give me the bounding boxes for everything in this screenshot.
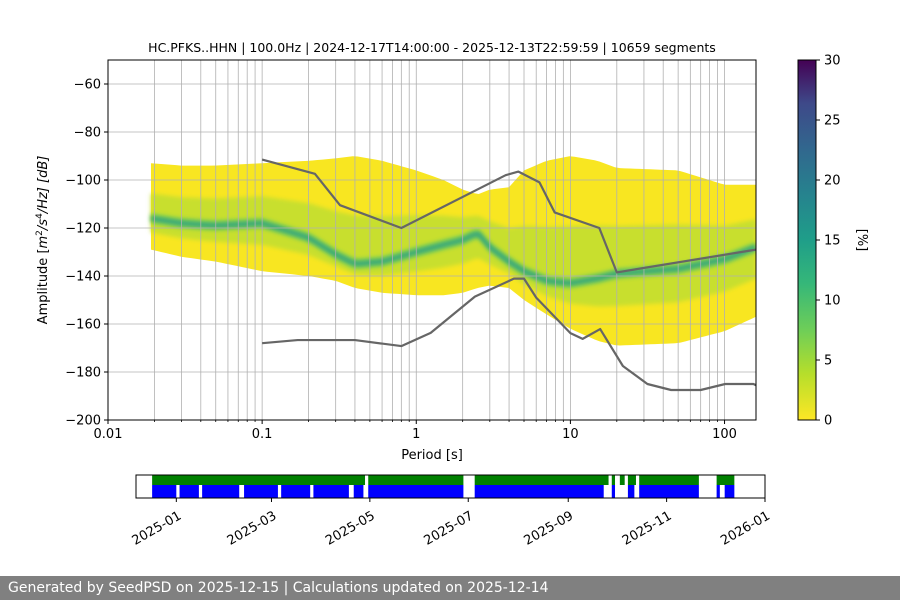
y-tick-label: −180: [65, 366, 101, 381]
y-tick-label: −120: [65, 222, 101, 237]
x-tick-label: 1: [412, 427, 420, 442]
psd-bar: [611, 485, 616, 498]
colorbar-label: [%]: [854, 229, 869, 252]
colorbar-tick-label: 0: [824, 414, 832, 429]
coverage-bar: [474, 475, 609, 485]
colorbar-gradient: [797, 59, 817, 421]
timeline-tick-label: 2025-09: [522, 509, 577, 549]
timeline-tick-label: 2026-01: [718, 509, 773, 549]
colorbar-tick-label: 10: [824, 294, 841, 309]
grid-lines: [107, 60, 756, 421]
noise-model-lines: [261, 158, 756, 392]
y-tick-label: −200: [65, 414, 101, 429]
y-tick-label: −140: [65, 270, 101, 285]
colorbar-tick-label: 30: [824, 54, 841, 69]
colorbar-tick-label: 25: [824, 114, 841, 129]
data-availability-timeline: 2025-01 2025-03 2025-05 2025-07 2025-09 2025-…: [130, 474, 773, 549]
colorbar-tick-label: 20: [824, 174, 841, 189]
timeline-ticks: 2025-01 2025-03 2025-05 2025-07 2025-09 2025-…: [130, 498, 773, 549]
coverage-bar: [368, 475, 464, 485]
colorbar-ticks: 0 5 10 15 20 25 30: [816, 54, 841, 429]
psd-bar: [716, 485, 720, 498]
x-axis-label: Period [s]: [401, 448, 463, 463]
y-tick-label: −80: [74, 126, 101, 141]
psd-bar: [639, 485, 699, 498]
psd-bar: [202, 485, 240, 498]
psd-bar: [724, 485, 735, 498]
psd-bar: [244, 485, 278, 498]
coverage-bar: [627, 475, 636, 485]
timeline-tick-label: 2025-01: [130, 509, 185, 549]
psd-bar: [368, 485, 464, 498]
chart-title: HC.PFKS..HHN | 100.0Hz | 2024-12-17T14:0…: [148, 40, 716, 55]
x-axis-ticks: 0.01 0.1 1 10 100: [94, 420, 737, 442]
timeline-tick-label: 2025-07: [422, 509, 477, 549]
coverage-bar: [639, 475, 699, 485]
x-tick-label: 0.01: [94, 427, 123, 442]
series-nlnm-line: [262, 277, 756, 392]
timeline-bars: [152, 475, 735, 498]
timeline-tick-label: 2025-11: [620, 509, 675, 549]
psd-plot-area: 0.01 0.1 1 10 100 −200 −180 −160 −140 −120 −100 −8…: [65, 59, 757, 442]
x-tick-label: 10: [562, 427, 579, 442]
timeline-tick-label: 2025-03: [225, 509, 280, 549]
x-tick-label: 100: [712, 427, 737, 442]
y-axis-label: Amplitude [m2/s4/Hz] [dB]: [35, 156, 51, 325]
psd-bar: [281, 485, 311, 498]
psd-bar: [474, 485, 604, 498]
y-tick-label: −60: [74, 78, 101, 93]
psd-bar: [313, 485, 349, 498]
coverage-bar: [152, 475, 366, 485]
psd-bar: [353, 485, 364, 498]
y-axis-ticks: −200 −180 −160 −140 −120 −100 −80 −60: [65, 78, 108, 429]
plot-frame: [107, 59, 757, 421]
footer-text: Generated by SeedPSD on 2025-12-15 | Cal…: [8, 580, 549, 596]
y-tick-label: −100: [65, 174, 101, 189]
series-nhnm-line: [261, 158, 756, 274]
density-high: [150, 213, 756, 289]
y-tick-label: −160: [65, 318, 101, 333]
timeline-frame: [135, 474, 766, 499]
colorbar-tick-label: 5: [824, 354, 832, 369]
psd-bar: [179, 485, 199, 498]
colorbar: 0 5 10 15 20 25 30 [%]: [797, 54, 869, 429]
coverage-bar: [716, 475, 735, 485]
coverage-bar: [619, 475, 625, 485]
footer-bar: Generated by SeedPSD on 2025-12-15 | Cal…: [0, 576, 900, 600]
colorbar-tick-label: 15: [824, 234, 841, 249]
psd-density-layer: [150, 156, 756, 346]
coverage-bar: [611, 475, 616, 485]
psd-bar: [152, 485, 177, 498]
density-mode-line: [150, 216, 756, 285]
psd-bar: [627, 485, 635, 498]
x-tick-label: 0.1: [252, 427, 273, 442]
timeline-tick-label: 2025-05: [323, 509, 378, 549]
